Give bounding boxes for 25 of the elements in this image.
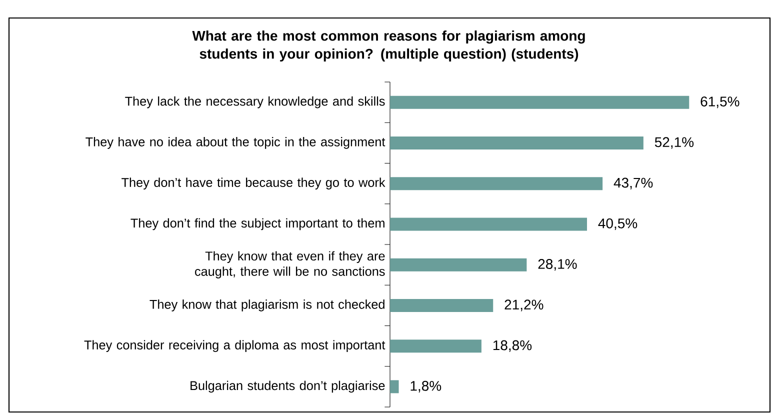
data-label: 61,5% xyxy=(700,96,740,108)
y-tick-label: They know that plagiarism is not checked xyxy=(150,300,384,312)
chart-title: What are the most common reasons for plagiarism among students in your opinion? (multiple question) (students) xyxy=(192,30,585,62)
data-label: 1,8% xyxy=(410,380,442,392)
data-label: 21,2% xyxy=(504,300,544,312)
bar xyxy=(390,298,494,312)
y-tick-label: They have no idea about the topic in the assignment xyxy=(86,137,386,149)
data-label: 28,1% xyxy=(538,259,577,271)
y-tick-label: They don’t find the subject important to them xyxy=(130,218,384,230)
bar xyxy=(390,177,603,190)
data-label: 52,1% xyxy=(654,137,694,149)
y-tick-label: They consider receiving a diploma as most important xyxy=(84,340,386,352)
data-label: 43,7% xyxy=(614,178,653,190)
bar xyxy=(390,136,644,150)
y-tick-label: They lack the necessary knowledge and skills xyxy=(125,96,385,108)
bar xyxy=(390,96,690,109)
y-tick-label: They know that even if they are caught, there will be no sanctions xyxy=(195,251,385,278)
y-tick-label: Bulgarian students don’t plagiarise xyxy=(190,380,385,393)
bar xyxy=(390,340,482,353)
y-tick-label: They don’t have time because they go to work xyxy=(122,178,386,190)
bar xyxy=(390,218,587,231)
data-label: 40,5% xyxy=(598,218,638,230)
bar xyxy=(390,380,399,394)
bar xyxy=(390,258,527,272)
data-label: 18,8% xyxy=(493,340,532,352)
